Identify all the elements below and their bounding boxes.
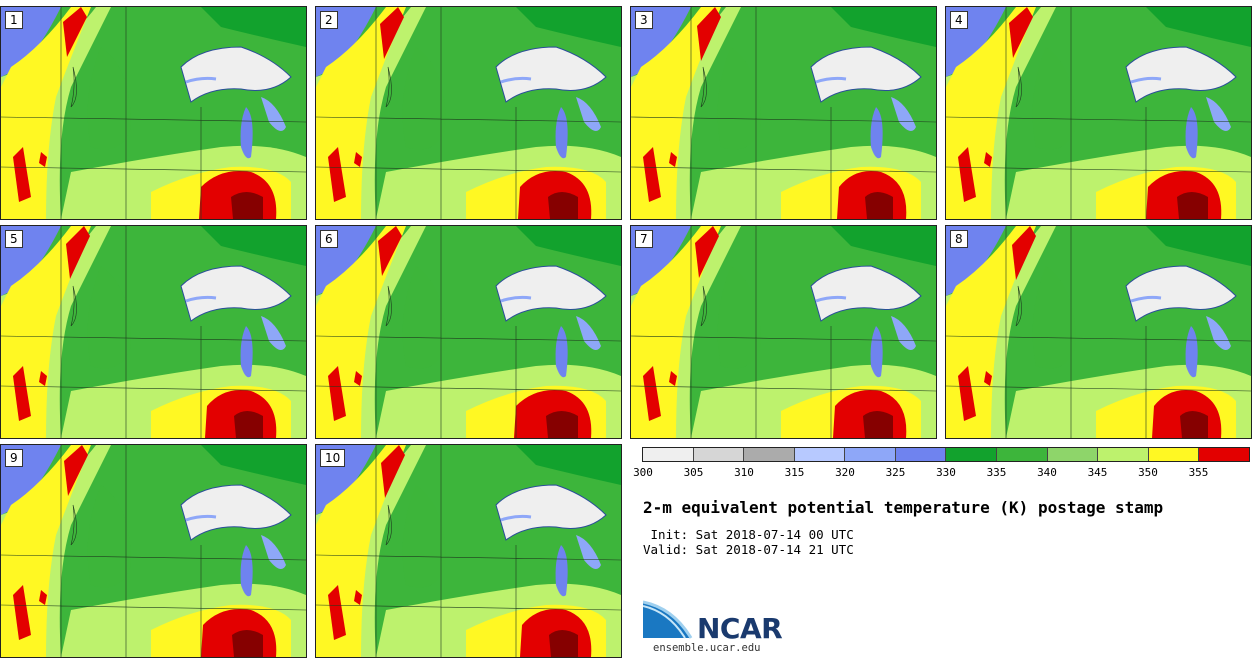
colorbar-cell xyxy=(643,448,694,461)
colorbar-cell xyxy=(997,448,1048,461)
colorbar-tick-label: 315 xyxy=(784,466,805,479)
ncar-logo-icon xyxy=(643,600,693,639)
stamp-number-label: 9 xyxy=(5,449,23,467)
stamp-panel: 2 xyxy=(315,6,622,220)
colorbar-tick-label: 335 xyxy=(986,466,1007,479)
colorbar-tick-label: 320 xyxy=(835,466,855,479)
colorbar-tick-label: 345 xyxy=(1087,466,1108,479)
stamp-panel: 3 xyxy=(630,6,937,220)
stamp-panel: 1 xyxy=(0,6,307,220)
colorbar-cell xyxy=(1047,448,1099,461)
colorbar-tick-label: 325 xyxy=(885,466,906,479)
stamp-panel: 4 xyxy=(945,6,1252,220)
stamp-panel: 7 xyxy=(630,225,937,439)
colorbar-tick-label: 350 xyxy=(1138,466,1158,479)
stamp-panel: 5 xyxy=(0,225,307,439)
stamp-panel: 6 xyxy=(315,225,622,439)
stamp-number-label: 4 xyxy=(950,11,968,29)
colorbar-cell xyxy=(845,448,896,461)
map-title: 2-m equivalent potential temperature (K)… xyxy=(643,498,1164,517)
stamp-number-label: 2 xyxy=(320,11,338,29)
stamp-panel: 10 xyxy=(315,444,622,658)
colorbar-tick-label: 340 xyxy=(1037,466,1057,479)
stamp-panel: 8 xyxy=(945,225,1252,439)
colorbar-cell xyxy=(794,448,846,461)
colorbar-cell xyxy=(1148,448,1200,461)
colorbar-tick-label: 330 xyxy=(936,466,956,479)
stamp-number-label: 7 xyxy=(635,230,653,248)
colorbar-cell xyxy=(693,448,745,461)
ncar-logo-text: NCAR xyxy=(697,612,783,645)
colorbar-cell xyxy=(1098,448,1149,461)
colorbar-cell xyxy=(946,448,998,461)
stamp-number-label: 6 xyxy=(320,230,338,248)
colorbar-cell xyxy=(1199,448,1249,461)
stamp-number-label: 3 xyxy=(635,11,653,29)
colorbar-tick-label: 305 xyxy=(683,466,704,479)
stamp-number-label: 5 xyxy=(5,230,23,248)
colorbar-tick-label: 300 xyxy=(633,466,653,479)
colorbar xyxy=(642,447,1250,462)
valid-time: Valid: Sat 2018-07-14 21 UTC xyxy=(643,542,854,557)
stamp-panel: 9 xyxy=(0,444,307,658)
colorbar-cell xyxy=(744,448,795,461)
colorbar-cell xyxy=(895,448,947,461)
init-time: Init: Sat 2018-07-14 00 UTC xyxy=(643,527,854,542)
logo-url: ensemble.ucar.edu xyxy=(653,642,761,654)
stamp-number-label: 10 xyxy=(320,449,346,467)
colorbar-tick-label: 355 xyxy=(1188,466,1209,479)
colorbar-tick-label: 310 xyxy=(734,466,754,479)
stamp-number-label: 1 xyxy=(5,11,23,29)
stamp-number-label: 8 xyxy=(950,230,968,248)
